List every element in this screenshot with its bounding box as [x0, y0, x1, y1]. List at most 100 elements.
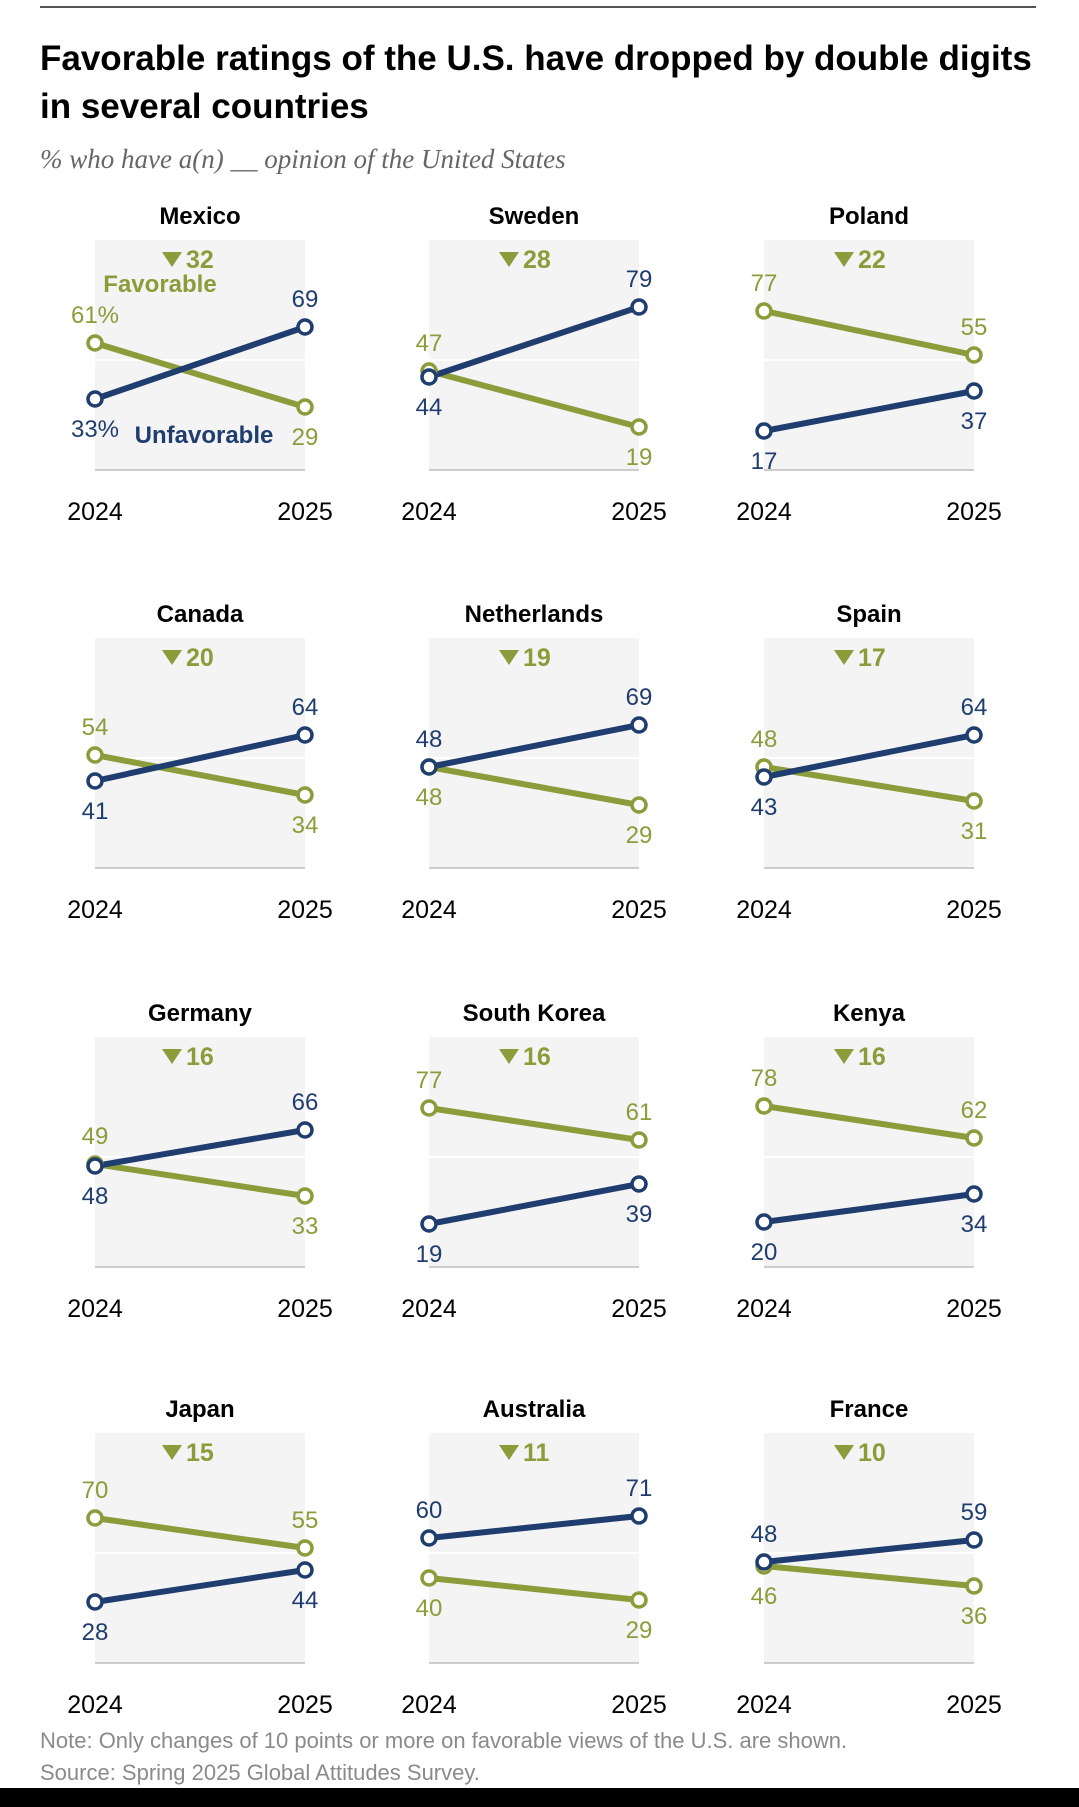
down-triangle-icon [834, 1049, 854, 1064]
favorable-line [426, 1575, 642, 1603]
down-triangle-icon [834, 252, 854, 267]
favorable-data-label: 34 [292, 812, 319, 839]
country-title: Netherlands [465, 601, 604, 628]
unfavorable-line [92, 732, 308, 784]
change-value: 22 [858, 246, 886, 274]
panel-netherlands: Netherlands 19 2024 2025 48 48 29 69 [401, 601, 667, 924]
plot-area [95, 1037, 305, 1267]
unfavorable-line [92, 324, 308, 402]
plot-area [764, 1037, 974, 1267]
legend-unfavorable: Unfavorable [135, 422, 274, 449]
unfavorable-point [755, 1553, 773, 1571]
unfavorable-data-label: 69 [292, 286, 319, 313]
unfavorable-point [965, 1185, 983, 1203]
country-title: Australia [483, 1396, 586, 1423]
favorable-data-label: 49 [82, 1123, 109, 1150]
unfavorable-point [86, 1157, 104, 1175]
unfavorable-point [296, 1121, 314, 1139]
x-tick-label: 2025 [611, 896, 667, 924]
unfavorable-point [630, 1507, 648, 1525]
panel-canada: Canada 20 2024 2025 54 41 34 64 [67, 601, 333, 924]
unfavorable-line [761, 388, 977, 434]
x-tick-label: 2025 [946, 498, 1002, 526]
down-triangle-icon [834, 650, 854, 665]
favorable-point [296, 1187, 314, 1205]
favorable-point [630, 1131, 648, 1149]
x-tick-label: 2024 [67, 498, 123, 526]
favorable-point [420, 1099, 438, 1117]
favorable-data-label: 19 [626, 444, 653, 471]
unfavorable-data-label: 41 [82, 798, 109, 825]
unfavorable-data-label: 60 [416, 1497, 443, 1524]
favorable-point [965, 792, 983, 810]
country-title: France [830, 1396, 909, 1423]
favorable-line [92, 1515, 308, 1551]
down-triangle-icon [162, 1445, 182, 1460]
favorable-data-label: 36 [961, 1603, 988, 1630]
favorable-data-label: 77 [416, 1067, 443, 1094]
x-tick-label: 2024 [67, 896, 123, 924]
favorable-point [630, 1591, 648, 1609]
unfavorable-line [426, 1513, 642, 1541]
unfavorable-data-label: 79 [626, 266, 653, 293]
change-value: 19 [523, 644, 551, 672]
chart-title: Favorable ratings of the U.S. have dropp… [40, 39, 1032, 126]
plot-area [429, 240, 639, 470]
unfavorable-data-label: 59 [961, 1499, 988, 1526]
unfavorable-data-label: 69 [626, 684, 653, 711]
unfavorable-point [630, 1175, 648, 1193]
down-triangle-icon [499, 252, 519, 267]
change-value: 11 [523, 1439, 550, 1467]
unfavorable-data-label: 44 [416, 394, 443, 421]
unfavorable-point [965, 1531, 983, 1549]
unfavorable-line [426, 1181, 642, 1227]
favorable-data-label: 48 [751, 726, 778, 753]
plot-area [764, 240, 974, 470]
down-triangle-icon [834, 1445, 854, 1460]
unfavorable-data-label: 64 [292, 694, 319, 721]
unfavorable-data-label: 48 [751, 1521, 778, 1548]
plot-area [429, 638, 639, 868]
unfavorable-data-label: 33% [71, 416, 119, 443]
chart-source: Source: Spring 2025 Global Attitudes Sur… [40, 1760, 480, 1785]
panel-japan: Japan 15 2024 2025 70 28 55 44 [67, 1396, 333, 1719]
plot-area [429, 1433, 639, 1663]
chart-note: Note: Only changes of 10 points or more … [40, 1728, 848, 1753]
x-tick-label: 2025 [946, 1691, 1002, 1719]
panel-germany: Germany 16 2024 2025 49 48 33 66 [67, 1000, 333, 1323]
unfavorable-line [426, 304, 642, 380]
plot-area [95, 1433, 305, 1663]
down-triangle-icon [499, 1049, 519, 1064]
unfavorable-point [755, 422, 773, 440]
favorable-line [761, 1103, 977, 1141]
unfavorable-point [755, 1213, 773, 1231]
unfavorable-line [426, 722, 642, 770]
down-triangle-icon [162, 252, 182, 267]
down-triangle-icon [499, 650, 519, 665]
favorable-point [965, 346, 983, 364]
down-triangle-icon [499, 1445, 519, 1460]
x-tick-label: 2025 [277, 896, 333, 924]
unfavorable-point [86, 1593, 104, 1611]
unfavorable-data-label: 71 [626, 1475, 653, 1502]
unfavorable-point [630, 716, 648, 734]
unfavorable-data-label: 20 [751, 1239, 778, 1266]
unfavorable-data-label: 17 [751, 448, 778, 475]
change-value: 15 [186, 1439, 214, 1467]
change-value: 16 [186, 1043, 214, 1071]
x-tick-label: 2025 [946, 1295, 1002, 1323]
x-tick-label: 2024 [67, 1691, 123, 1719]
unfavorable-data-label: 44 [292, 1587, 319, 1614]
x-tick-label: 2025 [611, 498, 667, 526]
plot-area [95, 638, 305, 868]
country-title: Spain [836, 601, 901, 628]
favorable-point [86, 1509, 104, 1527]
country-title: Germany [148, 1000, 253, 1027]
favorable-data-label: 55 [961, 314, 988, 341]
change-value: 20 [186, 644, 214, 672]
x-tick-label: 2024 [736, 1295, 792, 1323]
change-value: 28 [523, 246, 551, 274]
x-tick-label: 2025 [277, 1295, 333, 1323]
bottom-bar [0, 1788, 1079, 1807]
